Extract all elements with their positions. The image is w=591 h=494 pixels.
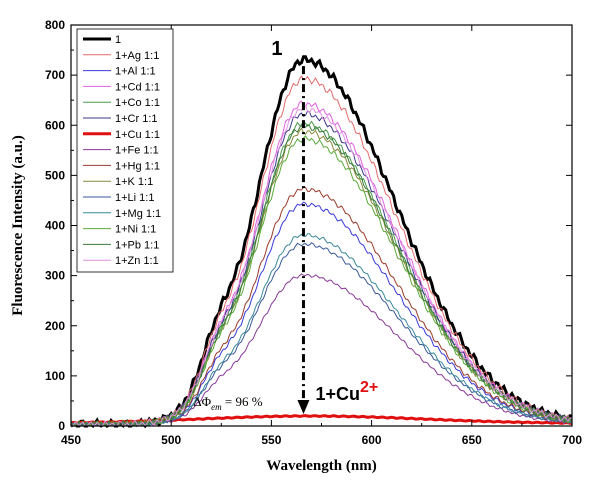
legend-entry: 1+Pb 1:1 bbox=[115, 239, 159, 251]
y-tick-label: 600 bbox=[45, 118, 65, 132]
cu-label-sup: 2+ bbox=[360, 379, 378, 396]
quench-sub: em bbox=[211, 402, 222, 412]
y-tick-label: 0 bbox=[58, 419, 65, 433]
legend-entry: 1+Cu 1:1 bbox=[115, 129, 160, 141]
legend-entry: 1+Fe 1:1 bbox=[115, 145, 159, 157]
series-layer bbox=[70, 55, 573, 429]
series-line-1-zn-1-1 bbox=[71, 105, 573, 427]
cu-label-prefix: 1+Cu bbox=[315, 384, 360, 404]
annotations: 1 1+Cu2+ ΔΦem = 96 % bbox=[193, 38, 378, 414]
cu-label: 1+Cu2+ bbox=[315, 379, 378, 404]
quench-symbol: ΔΦ bbox=[193, 394, 211, 409]
x-tick-label: 700 bbox=[562, 433, 582, 447]
y-tick-label: 200 bbox=[45, 319, 65, 333]
legend-entry: 1+Mg 1:1 bbox=[115, 208, 161, 220]
top-label: 1 bbox=[271, 38, 282, 60]
x-axis-title: Wavelength (nm) bbox=[266, 458, 376, 474]
quench-value: = 96 % bbox=[222, 394, 263, 409]
legend-entry: 1+Al 1:1 bbox=[115, 66, 156, 78]
legend-entry: 1 bbox=[115, 34, 121, 46]
quench-label: ΔΦem = 96 % bbox=[193, 394, 262, 412]
x-tick-label: 500 bbox=[161, 433, 181, 447]
legend-box bbox=[76, 28, 174, 273]
y-tick-label: 400 bbox=[45, 219, 65, 233]
y-tick-label: 100 bbox=[45, 369, 65, 383]
legend-entry: 1+Zn 1:1 bbox=[115, 255, 159, 267]
y-tick-label: 800 bbox=[45, 18, 65, 32]
x-tick-label: 450 bbox=[61, 433, 81, 447]
legend-entry: 1+K 1:1 bbox=[115, 176, 153, 188]
legend-entry: 1+Ag 1:1 bbox=[115, 50, 159, 62]
legend-entry: 1+Li 1:1 bbox=[115, 192, 154, 204]
y-axis-title: Fluorescence Intensity (a.u.) bbox=[10, 135, 26, 316]
x-tick-label: 550 bbox=[261, 433, 281, 447]
y-tick-label: 700 bbox=[45, 68, 65, 82]
y-tick-label: 500 bbox=[45, 168, 65, 182]
legend-entry: 1+Hg 1:1 bbox=[115, 160, 160, 172]
legend-entry: 1+Co 1:1 bbox=[115, 97, 160, 109]
legend-entry: 1+Ni 1:1 bbox=[115, 224, 156, 236]
legend: 1 1+Ag 1:1 1+Al 1:1 1+Cd 1:1 1+Co 1:1 1+Cr 1:… bbox=[76, 28, 174, 273]
x-tick-label: 650 bbox=[462, 433, 482, 447]
series-line-1-pb-1-1 bbox=[70, 123, 573, 427]
legend-entry: 1+Cd 1:1 bbox=[115, 81, 160, 93]
y-tick-label: 300 bbox=[45, 269, 65, 283]
x-tick-label: 600 bbox=[362, 433, 382, 447]
arrow-head-icon bbox=[297, 399, 310, 414]
legend-entry: 1+Cr 1:1 bbox=[115, 113, 158, 125]
